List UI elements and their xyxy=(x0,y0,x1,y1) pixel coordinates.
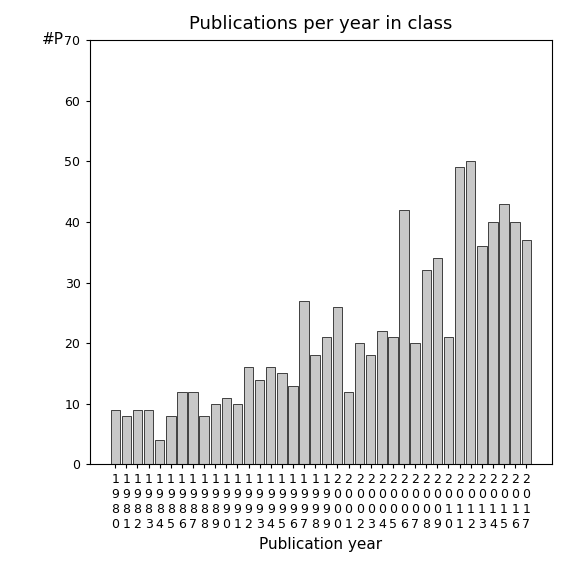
Bar xyxy=(477,246,486,464)
Bar xyxy=(222,397,231,464)
Bar xyxy=(255,379,264,464)
Bar xyxy=(321,337,331,464)
Bar xyxy=(177,392,187,464)
Bar xyxy=(421,270,431,464)
Bar xyxy=(155,440,164,464)
Bar xyxy=(433,259,442,464)
Bar xyxy=(377,331,387,464)
Bar xyxy=(466,162,476,464)
Bar xyxy=(444,337,453,464)
Bar xyxy=(500,204,509,464)
Bar xyxy=(299,301,309,464)
Bar xyxy=(333,307,342,464)
Bar xyxy=(122,416,131,464)
Bar xyxy=(210,404,220,464)
Bar xyxy=(522,240,531,464)
Y-axis label: #P: #P xyxy=(41,32,64,46)
Title: Publications per year in class: Publications per year in class xyxy=(189,15,452,33)
X-axis label: Publication year: Publication year xyxy=(259,537,382,552)
Bar xyxy=(510,222,520,464)
Bar xyxy=(355,343,365,464)
Bar xyxy=(288,386,298,464)
Bar xyxy=(244,367,253,464)
Bar xyxy=(277,374,286,464)
Bar xyxy=(366,356,375,464)
Bar xyxy=(144,410,153,464)
Bar xyxy=(311,356,320,464)
Bar xyxy=(488,222,498,464)
Bar xyxy=(455,167,464,464)
Bar xyxy=(399,210,409,464)
Bar xyxy=(188,392,198,464)
Bar xyxy=(411,343,420,464)
Bar xyxy=(111,410,120,464)
Bar xyxy=(344,392,353,464)
Bar xyxy=(166,416,176,464)
Bar xyxy=(232,404,242,464)
Bar xyxy=(266,367,276,464)
Bar xyxy=(200,416,209,464)
Bar xyxy=(388,337,397,464)
Bar xyxy=(133,410,142,464)
